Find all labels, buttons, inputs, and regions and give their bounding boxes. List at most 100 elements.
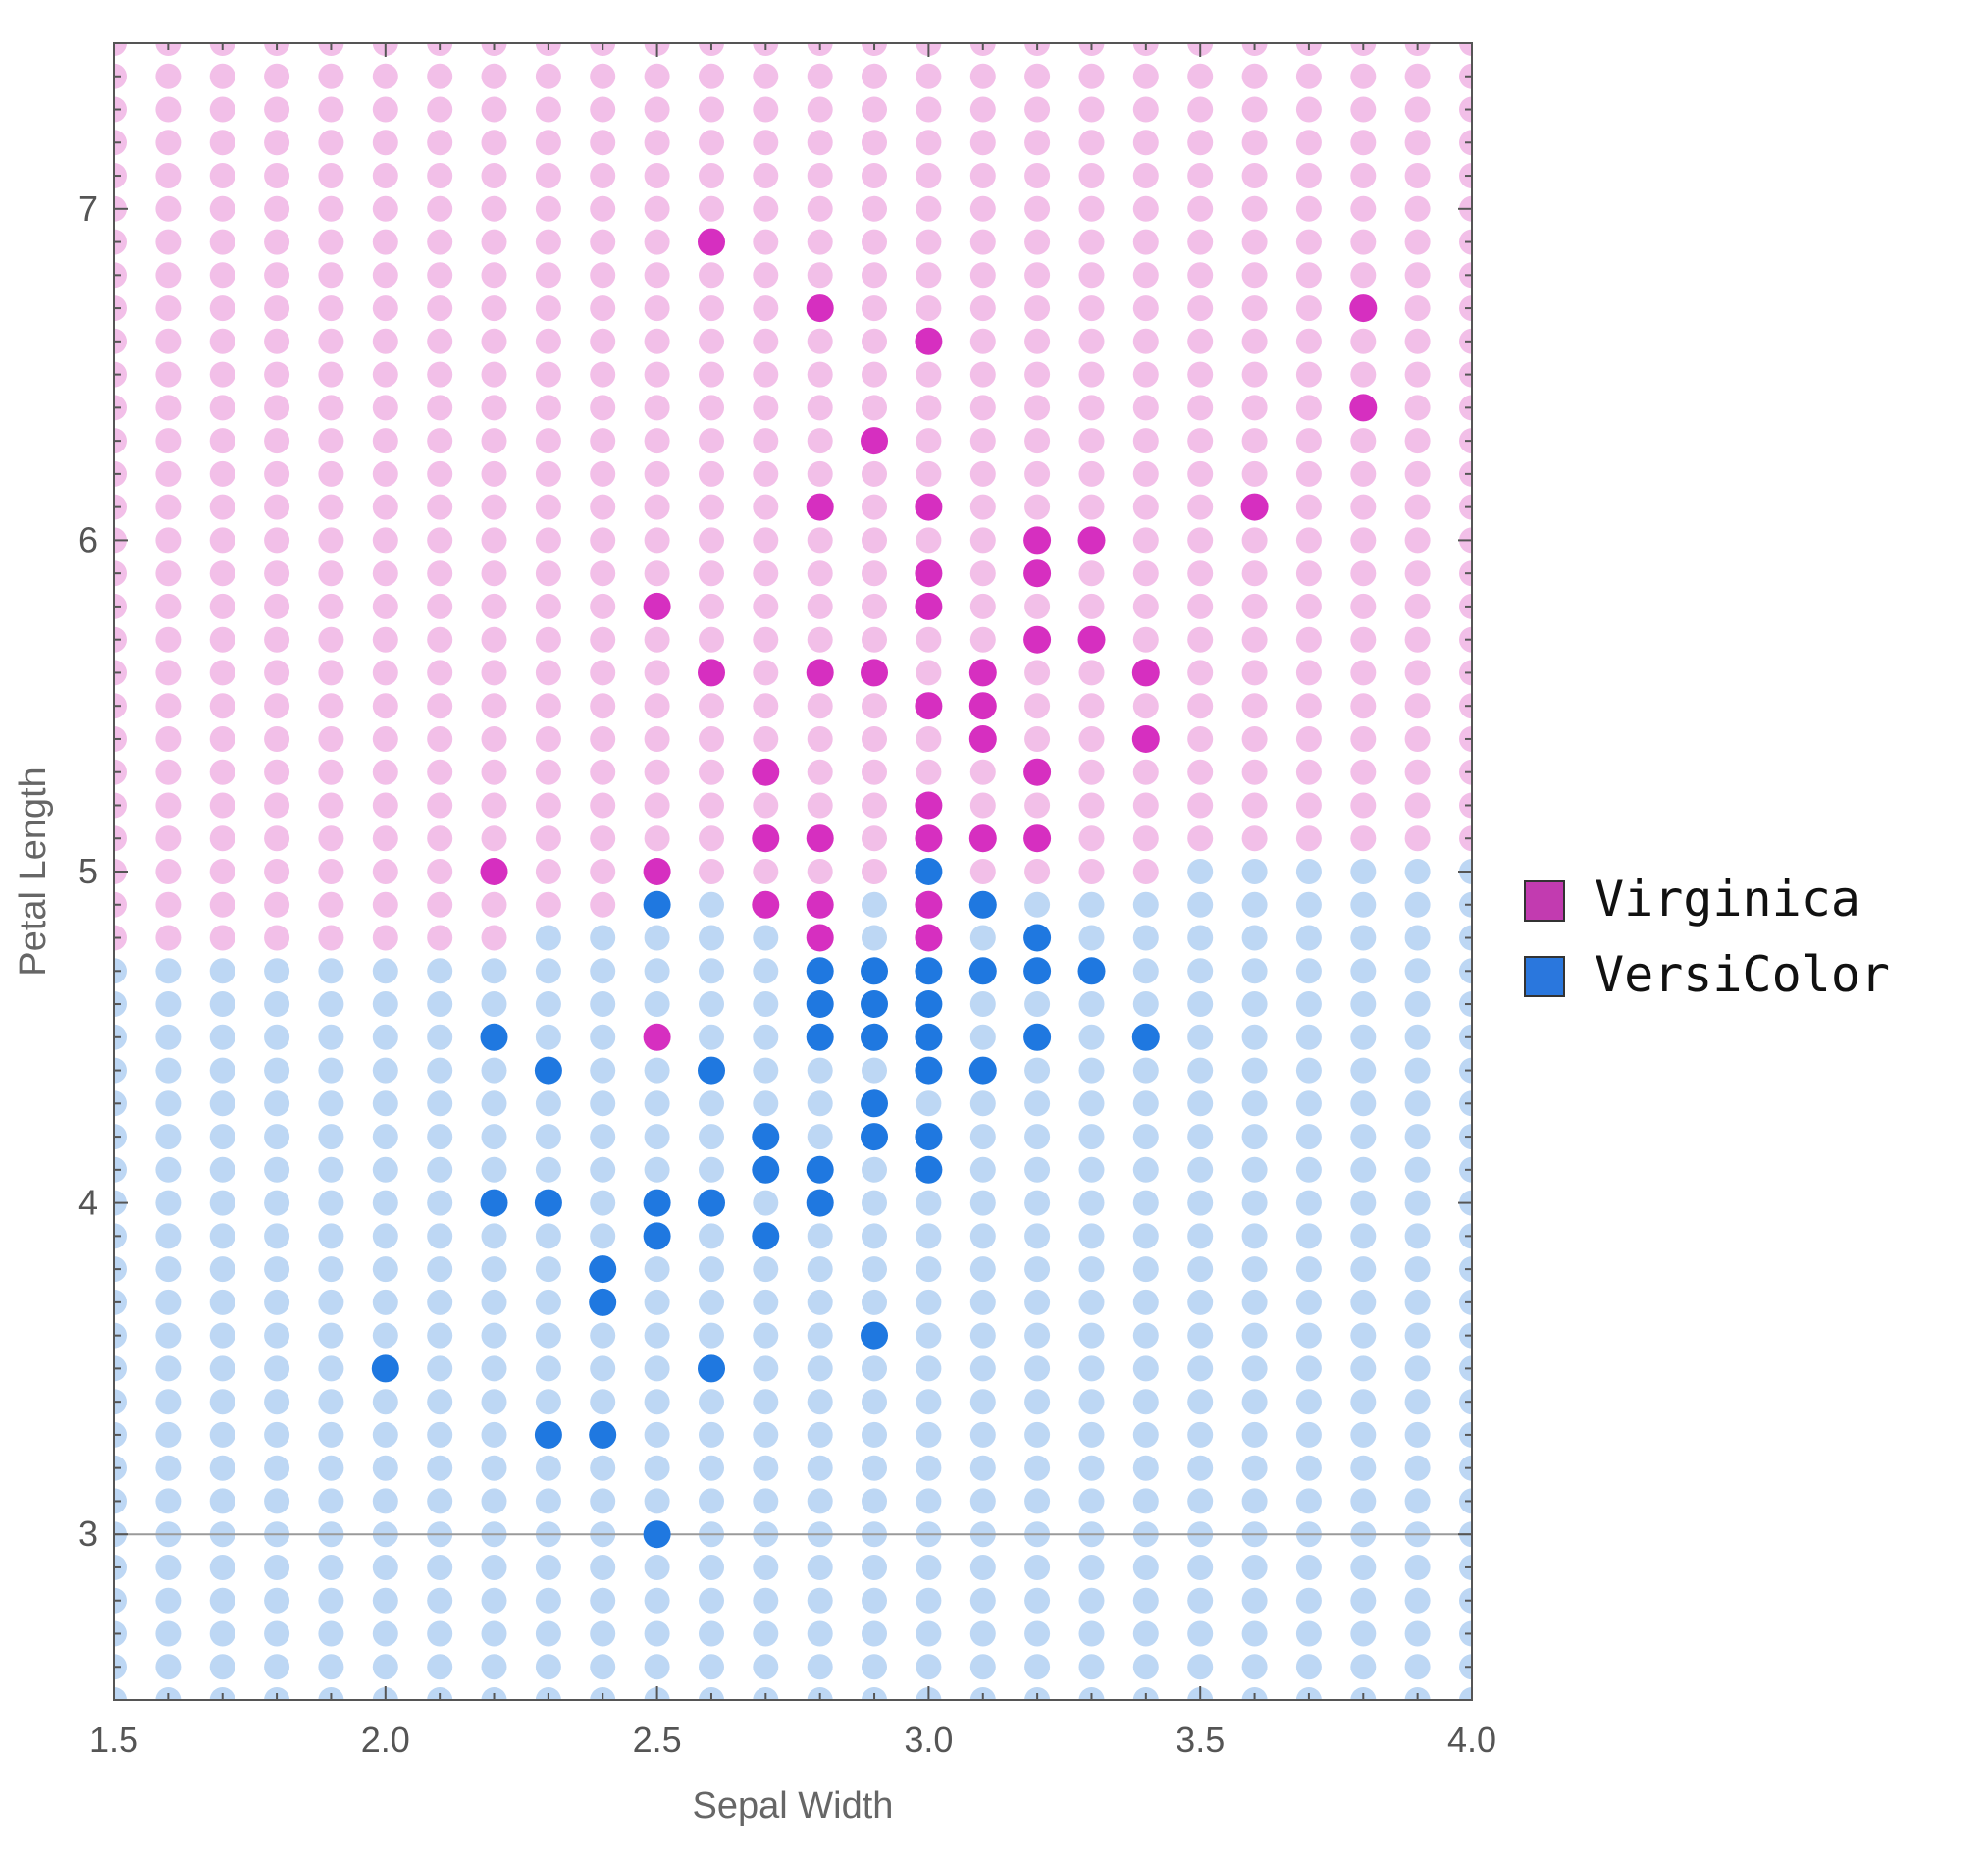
- grid-dot: [427, 195, 453, 222]
- grid-dot: [590, 1620, 616, 1647]
- grid-dot: [862, 693, 887, 719]
- grid-dot: [1350, 1322, 1377, 1349]
- grid-dot: [644, 1555, 670, 1580]
- grid-dot: [753, 361, 779, 388]
- grid-dot: [264, 1024, 290, 1050]
- grid-dot: [699, 1455, 724, 1481]
- grid-dot: [209, 891, 235, 918]
- grid-dot: [1241, 859, 1268, 884]
- grid-dot: [1350, 163, 1377, 188]
- grid-dot: [318, 1355, 344, 1382]
- grid-dot: [1350, 1620, 1377, 1647]
- grid-dot: [807, 859, 833, 884]
- grid-dot: [1187, 925, 1214, 951]
- grid-dot: [1350, 1124, 1377, 1150]
- grid-dot: [209, 494, 235, 520]
- grid-dot: [807, 1389, 833, 1415]
- grid-dot: [1024, 1488, 1051, 1514]
- grid-dot: [1295, 527, 1322, 554]
- grid-dot: [644, 1156, 670, 1183]
- virginica-point: [752, 758, 780, 786]
- grid-dot: [753, 428, 779, 454]
- grid-dot: [264, 1587, 290, 1614]
- grid-dot: [114, 1687, 127, 1700]
- grid-dot: [1350, 958, 1377, 984]
- grid-dot: [427, 1090, 453, 1117]
- grid-dot: [1024, 1256, 1051, 1283]
- grid-dot: [699, 1090, 724, 1117]
- grid-dot: [590, 262, 616, 289]
- y-axis-title: Petal Length: [13, 767, 54, 976]
- grid-dot: [209, 195, 235, 222]
- grid-dot: [969, 1322, 996, 1349]
- grid-dot: [155, 1156, 182, 1183]
- grid-dot: [1024, 991, 1051, 1017]
- grid-dot: [862, 626, 887, 653]
- grid-dot: [535, 1654, 561, 1680]
- grid-dot: [1187, 825, 1214, 852]
- grid-dot: [753, 96, 779, 123]
- grid-dot: [1350, 759, 1377, 785]
- grid-dot: [1295, 1057, 1322, 1084]
- grid-dot: [1132, 792, 1159, 819]
- grid-dot: [1350, 63, 1377, 89]
- grid-dot: [1241, 759, 1268, 785]
- grid-dot: [1187, 295, 1214, 322]
- versicolor-point: [534, 1189, 562, 1217]
- grid-dot: [318, 1223, 344, 1249]
- grid-dot: [644, 1256, 670, 1283]
- grid-dot: [427, 660, 453, 686]
- grid-dot: [969, 295, 996, 322]
- grid-dot: [644, 1587, 670, 1614]
- grid-dot: [1132, 262, 1159, 289]
- grid-dot: [1078, 1389, 1105, 1415]
- grid-dot: [862, 295, 887, 322]
- grid-dot: [1241, 63, 1268, 89]
- grid-dot: [1187, 1322, 1214, 1349]
- grid-dot: [916, 163, 942, 188]
- grid-dot: [481, 63, 507, 89]
- grid-dot: [590, 395, 616, 421]
- grid-dot: [1295, 925, 1322, 951]
- grid-dot: [916, 1620, 942, 1647]
- grid-dot: [916, 229, 942, 255]
- grid-dot: [1350, 1256, 1377, 1283]
- grid-dot: [1078, 991, 1105, 1017]
- grid-dot: [1241, 1190, 1268, 1216]
- versicolor-point: [968, 1056, 997, 1085]
- grid-dot: [427, 96, 453, 123]
- grid-dot: [1241, 1156, 1268, 1183]
- grid-dot: [969, 1455, 996, 1481]
- grid-dot: [318, 891, 344, 918]
- grid-dot: [1295, 693, 1322, 719]
- grid-dot: [535, 759, 561, 785]
- grid-dot: [1187, 494, 1214, 520]
- grid-dot: [1350, 1389, 1377, 1415]
- grid-dot: [1404, 1587, 1431, 1614]
- grid-dot: [1132, 626, 1159, 653]
- grid-dot: [699, 1620, 724, 1647]
- grid-dot: [753, 1057, 779, 1084]
- grid-dot: [1241, 1421, 1268, 1448]
- grid-dot: [644, 1488, 670, 1514]
- grid-dot: [1187, 859, 1214, 884]
- grid-dot: [969, 626, 996, 653]
- grid-dot: [1132, 527, 1159, 554]
- grid-dot: [590, 660, 616, 686]
- grid-dot: [1295, 1654, 1322, 1680]
- grid-dot: [209, 958, 235, 984]
- grid-dot: [155, 560, 182, 587]
- grid-dot: [1295, 130, 1322, 156]
- grid-dot: [535, 626, 561, 653]
- grid-dot: [1350, 1223, 1377, 1249]
- grid-dot: [1241, 958, 1268, 984]
- grid-dot: [1241, 1587, 1268, 1614]
- grid-dot: [372, 527, 398, 554]
- grid-dot: [1078, 428, 1105, 454]
- grid-dot: [862, 1355, 887, 1382]
- grid-dot: [1132, 560, 1159, 587]
- grid-dot: [264, 925, 290, 951]
- grid-dot: [535, 1455, 561, 1481]
- grid-dot: [590, 1156, 616, 1183]
- grid-dot: [862, 1223, 887, 1249]
